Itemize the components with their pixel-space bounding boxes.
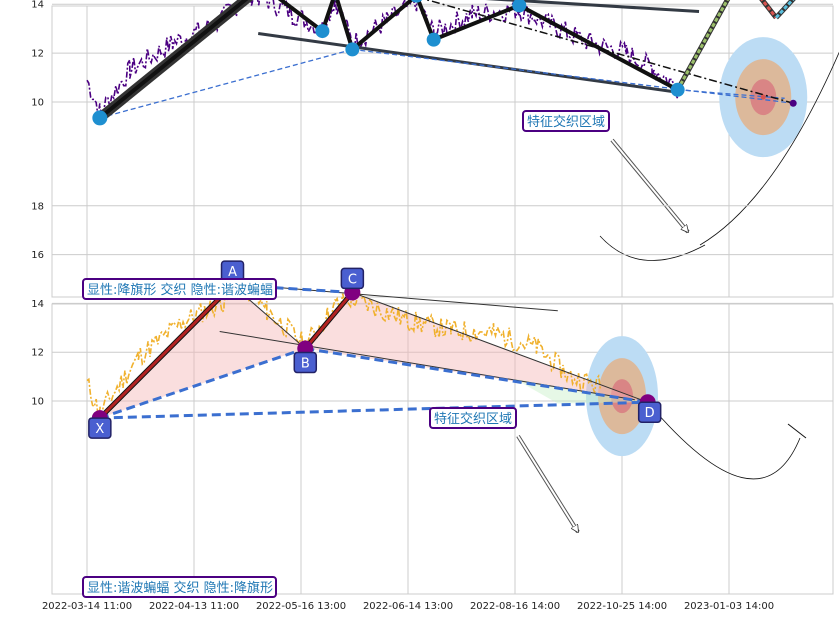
xb-dashed-line xyxy=(99,48,353,119)
x-tick-label: 2022-08-16 14:00 xyxy=(470,601,560,612)
y-tick-label: 10 xyxy=(31,397,44,408)
bottom-pattern-label-text: 显性:谐波蝙蝠 交织 隐性:降旗形 xyxy=(87,580,273,596)
price-series xyxy=(86,272,602,419)
point-label-a: A xyxy=(228,265,237,280)
top-zone-annotation: 特征交织区域 xyxy=(522,110,610,132)
point-label-d: D xyxy=(645,406,655,421)
point-label-b: B xyxy=(301,357,310,372)
top-pattern-label: 显性:降旗形 交织 隐性:谐波蝙蝠 xyxy=(82,278,277,300)
pattern-point-marker xyxy=(345,42,360,57)
d-dashed-line xyxy=(677,89,785,99)
bd-dashed-line xyxy=(352,48,794,104)
x-tick-label: 2022-10-25 14:00 xyxy=(577,601,667,612)
pattern-point-marker xyxy=(426,32,441,47)
projection-arc xyxy=(647,401,801,480)
target-dot xyxy=(760,94,766,100)
pattern-point-marker xyxy=(411,0,423,3)
top-zone-annotation-text: 特征交织区域 xyxy=(527,114,605,130)
bottom-zone-annotation-text: 特征交织区域 xyxy=(434,411,512,427)
pattern-point-marker xyxy=(92,110,108,126)
lower-channel-line xyxy=(219,330,635,401)
xd-dashed-line xyxy=(99,400,648,420)
point-label-box xyxy=(340,267,365,290)
end-cap xyxy=(787,423,807,439)
y-tick-label: 18 xyxy=(31,201,44,212)
bottom-panel: 10 12 14 16 18 2022-03-14 11:00 2022-04-13 11:… xyxy=(31,201,834,612)
zone-arrow xyxy=(611,139,688,232)
top-panel: 10 12 14 16 18 xyxy=(31,0,839,298)
x-tick-label: 2022-03-14 11:00 xyxy=(42,601,132,612)
lower-arc xyxy=(599,235,706,261)
projection-arc xyxy=(699,51,839,246)
x-tick-label: 2022-05-16 13:00 xyxy=(256,601,346,612)
projection-segment xyxy=(676,0,729,91)
pattern-triangle xyxy=(305,292,648,403)
upper-channel-line xyxy=(485,0,700,14)
pattern-point-marker xyxy=(512,0,527,13)
y-tick-label: 14 xyxy=(31,0,44,11)
xb-dashed-line xyxy=(99,347,306,420)
point-label-box xyxy=(88,417,112,439)
x-tick-label: 2023-01-03 14:00 xyxy=(684,601,774,612)
projection-segment-outline xyxy=(759,0,779,20)
y-tick-label: 14 xyxy=(31,299,44,310)
point-label-c: C xyxy=(348,272,357,287)
pattern-point-marker xyxy=(315,24,330,39)
point-label-x: X xyxy=(95,422,104,437)
y-tick-label: 12 xyxy=(31,49,44,60)
bd-dashed-line xyxy=(305,347,648,404)
point-label-box xyxy=(637,401,662,423)
bottom-zone-annotation: 特征交织区域 xyxy=(429,407,517,429)
zone-arrow xyxy=(517,435,578,532)
leg-xa xyxy=(98,284,234,420)
pattern-point-marker xyxy=(670,82,685,97)
point-label-box xyxy=(293,351,318,374)
bottom-pattern-label: 显性:谐波蝙蝠 交织 隐性:降旗形 xyxy=(82,576,277,598)
y-tick-label: 10 xyxy=(31,98,44,109)
pattern-triangle xyxy=(99,285,306,419)
leg-bc xyxy=(304,291,354,350)
target-zone-inner xyxy=(611,379,633,414)
y-tick-label: 16 xyxy=(31,250,44,261)
projection-end-dot xyxy=(789,99,797,107)
price-series xyxy=(86,0,679,117)
leg-cd xyxy=(352,291,648,403)
x-tick-label: 2022-06-14 13:00 xyxy=(363,601,453,612)
x-tick-label: 2022-04-13 11:00 xyxy=(149,601,239,612)
y-tick-label: 12 xyxy=(31,348,44,359)
top-pattern-label-text: 显性:降旗形 交织 隐性:谐波蝙蝠 xyxy=(87,282,273,298)
